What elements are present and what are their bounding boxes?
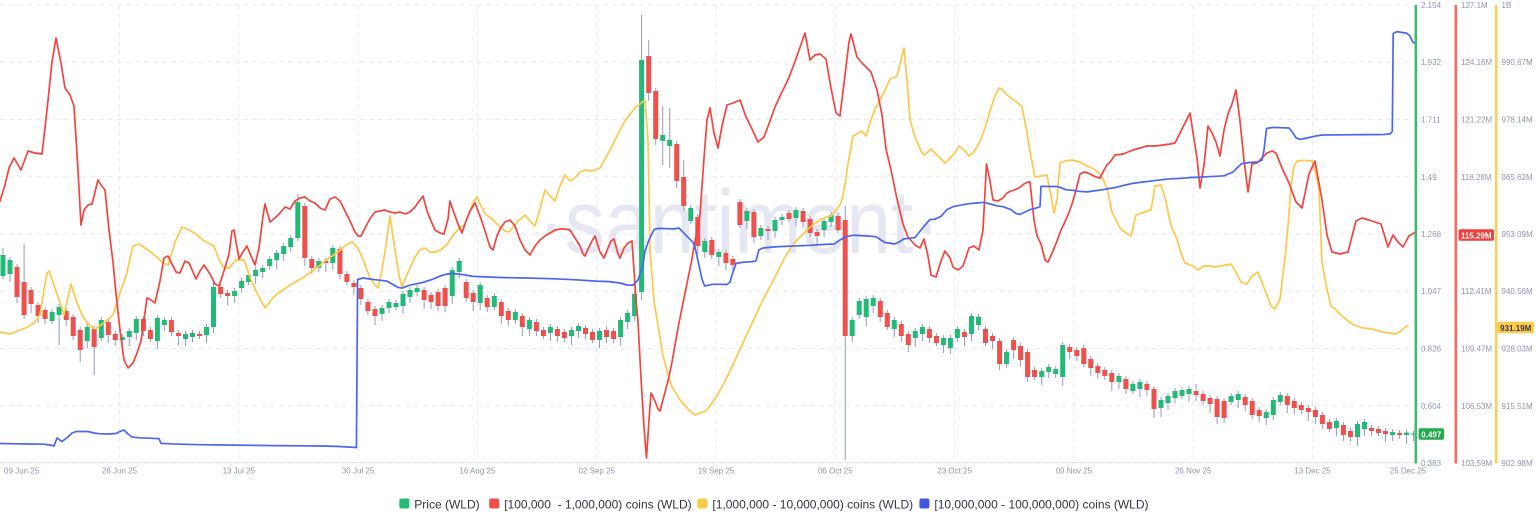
svg-text:0.604: 0.604 — [1421, 402, 1442, 411]
svg-text:931.19M: 931.19M — [1500, 324, 1531, 333]
svg-text:26 Jun 25: 26 Jun 25 — [102, 466, 138, 475]
svg-text:124.16M: 124.16M — [1461, 58, 1492, 67]
svg-text:990.67M: 990.67M — [1502, 58, 1533, 67]
svg-text:1B: 1B — [1502, 1, 1512, 10]
svg-text:25 Dec 25: 25 Dec 25 — [1390, 466, 1427, 475]
svg-text:19 Sep 25: 19 Sep 25 — [698, 466, 735, 475]
svg-text:121.22M: 121.22M — [1461, 116, 1492, 125]
svg-text:106.53M: 106.53M — [1461, 402, 1492, 411]
svg-text:06 Oct 25: 06 Oct 25 — [818, 466, 853, 475]
svg-text:2.154: 2.154 — [1421, 1, 1442, 10]
svg-text:112.41M: 112.41M — [1461, 287, 1492, 296]
svg-text:0.497: 0.497 — [1421, 430, 1442, 439]
svg-text:1.49: 1.49 — [1421, 173, 1437, 182]
svg-text:09 Nov 25: 09 Nov 25 — [1056, 466, 1093, 475]
svg-text:13 Jul 25: 13 Jul 25 — [223, 466, 256, 475]
svg-text:1.932: 1.932 — [1421, 58, 1442, 67]
svg-text:978.14M: 978.14M — [1502, 116, 1533, 125]
svg-text:0.383: 0.383 — [1421, 459, 1442, 468]
svg-text:1.268: 1.268 — [1421, 230, 1442, 239]
svg-text:09 Jun 25: 09 Jun 25 — [4, 466, 40, 475]
svg-text:02 Sep 25: 02 Sep 25 — [578, 466, 615, 475]
svg-text:23 Oct 25: 23 Oct 25 — [937, 466, 972, 475]
svg-text:1.711: 1.711 — [1421, 116, 1441, 125]
svg-text:953.09M: 953.09M — [1502, 230, 1533, 239]
svg-text:26 Nov 25: 26 Nov 25 — [1175, 466, 1212, 475]
svg-text:103.59M: 103.59M — [1461, 459, 1492, 468]
svg-text:[1,000,000 - 10,000,000) coins: [1,000,000 - 10,000,000) coins (WLD) — [712, 497, 913, 511]
svg-text:1.047: 1.047 — [1421, 287, 1442, 296]
svg-text:13 Dec 25: 13 Dec 25 — [1294, 466, 1331, 475]
svg-text:965.62M: 965.62M — [1502, 173, 1533, 182]
svg-text:16 Aug 25: 16 Aug 25 — [459, 466, 496, 475]
svg-text:30 Jul 25: 30 Jul 25 — [342, 466, 375, 475]
svg-text:118.28M: 118.28M — [1461, 173, 1492, 182]
svg-text:915.51M: 915.51M — [1502, 402, 1533, 411]
svg-text:940.56M: 940.56M — [1502, 287, 1533, 296]
svg-text:0.826: 0.826 — [1421, 345, 1442, 354]
svg-text:127.1M: 127.1M — [1461, 1, 1488, 10]
svg-text:902.98M: 902.98M — [1502, 459, 1533, 468]
svg-text:[100,000 - 1,000,000) coins (: [100,000 - 1,000,000) coins (WLD) — [504, 497, 691, 511]
svg-text:[10,000,000 - 100,000,000) coi: [10,000,000 - 100,000,000) coins (WLD) — [934, 497, 1148, 511]
svg-text:115.29M: 115.29M — [1461, 231, 1492, 240]
svg-text:928.03M: 928.03M — [1502, 345, 1533, 354]
svg-text:Price (WLD): Price (WLD) — [414, 497, 479, 511]
svg-text:109.47M: 109.47M — [1461, 345, 1492, 354]
